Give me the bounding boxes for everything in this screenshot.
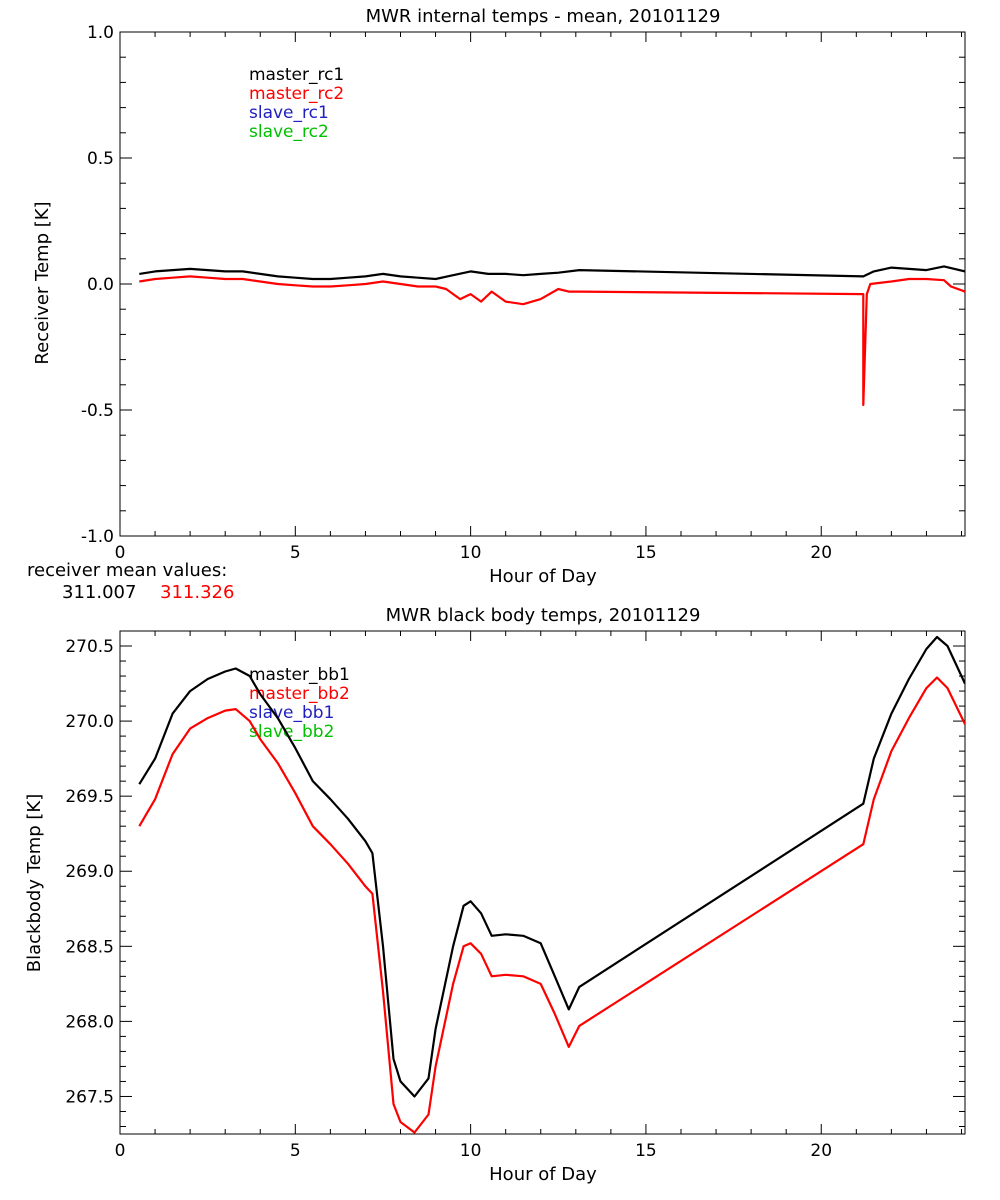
legend-entry: master_rc1 — [249, 65, 344, 85]
chart-title: MWR internal temps - mean, 20101129 — [366, 6, 721, 27]
series-line-master-rc1 — [139, 265, 965, 281]
plot-frame — [119, 630, 966, 1135]
y-tick-label: 0.5 — [87, 149, 114, 169]
y-tick-label: 269.5 — [65, 787, 114, 807]
x-tick-label: 20 — [810, 1141, 832, 1161]
y-tick-label: 0.0 — [87, 275, 114, 295]
x-tick-label: 15 — [635, 1141, 657, 1161]
y-tick-label: -1.0 — [81, 527, 114, 547]
legend-entry: master_bb2 — [249, 684, 350, 704]
blackbody-temp-chart: MWR black body temps, 20101129 Hour of D… — [24, 605, 966, 1185]
x-axis-label: Hour of Day — [489, 1164, 597, 1185]
legend-entry: slave_rc1 — [249, 103, 329, 123]
y-axis-label: Receiver Temp [K] — [32, 201, 53, 364]
legend-entry: slave_rc2 — [249, 122, 329, 142]
receiver-mean-label: receiver mean values: — [27, 560, 227, 581]
chart-title: MWR black body temps, 20101129 — [386, 605, 701, 626]
y-tick-label: 268.5 — [65, 937, 114, 957]
y-tick-label: 1.0 — [87, 23, 114, 43]
plot-frame — [119, 31, 966, 537]
x-tick-label: 15 — [635, 543, 657, 563]
x-tick-label: 10 — [460, 1141, 482, 1161]
x-tick-label: 10 — [460, 543, 482, 563]
receiver-mean-master-rc2: 311.326 — [160, 582, 234, 603]
y-axis-label: Blackbody Temp [K] — [24, 794, 45, 972]
series-line-master-rc2 — [139, 275, 965, 407]
legend-entry: slave_bb1 — [249, 703, 334, 723]
y-tick-label: 270.5 — [65, 637, 114, 657]
y-tick-label: 267.5 — [65, 1087, 114, 1107]
x-tick-label: 5 — [290, 1141, 301, 1161]
legend: master_bb1 master_bb2 slave_bb1 slave_bb… — [249, 665, 350, 742]
receiver-temp-chart: MWR internal temps - mean, 20101129 Hour… — [32, 6, 966, 587]
legend-entry: master_bb1 — [249, 665, 350, 685]
series-line-master-bb2 — [138, 676, 965, 1134]
legend-entry: slave_bb2 — [249, 722, 334, 742]
legend-entry: master_rc2 — [249, 84, 344, 104]
series-line-master-bb1 — [138, 635, 965, 1098]
receiver-mean-master-rc1: 311.007 — [62, 582, 136, 603]
y-tick-label: 269.0 — [65, 862, 114, 882]
y-tick-label: 270.0 — [65, 712, 114, 732]
x-tick-label: 0 — [115, 543, 126, 563]
legend: master_rc1 master_rc2 slave_rc1 slave_rc… — [249, 65, 344, 142]
x-tick-label: 20 — [810, 543, 832, 563]
y-tick-label: 268.0 — [65, 1012, 114, 1032]
x-tick-label: 5 — [290, 543, 301, 563]
x-tick-label: 0 — [115, 1141, 126, 1161]
x-axis-label: Hour of Day — [489, 566, 597, 587]
y-tick-label: -0.5 — [81, 401, 114, 421]
